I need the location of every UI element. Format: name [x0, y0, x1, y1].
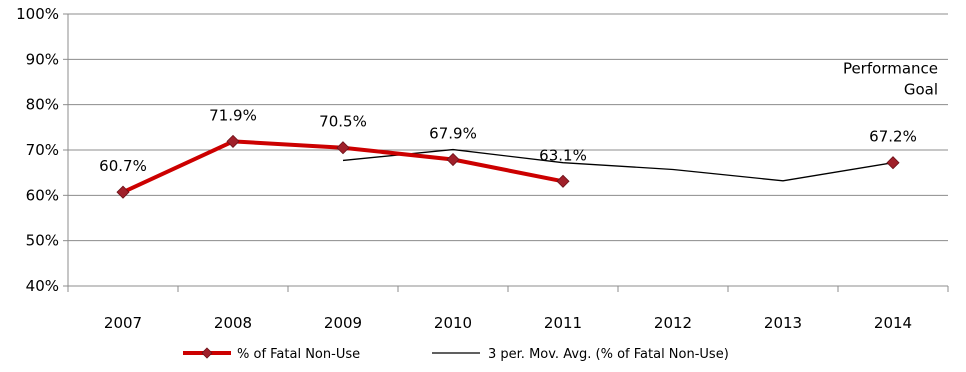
legend-label-fatal-non-use: % of Fatal Non-Use — [237, 347, 360, 362]
goal-annotation: Performance — [843, 60, 938, 78]
data-point-fatal-non-use — [556, 174, 570, 188]
y-tick-label: 40% — [26, 277, 59, 295]
x-tick-label: 2014 — [874, 314, 912, 332]
legend-marker-fatal-non-use — [201, 347, 213, 359]
x-tick-label: 2010 — [434, 314, 472, 332]
series-layer — [116, 134, 900, 199]
goal-point — [886, 156, 900, 170]
x-tick-label: 2007 — [104, 314, 142, 332]
series-line-moving-average — [342, 148, 894, 182]
data-point-fatal-non-use — [226, 134, 240, 148]
y-tick-label: 70% — [26, 141, 59, 159]
y-tick-label: 60% — [26, 186, 59, 204]
goal-annotation: Goal — [904, 81, 938, 99]
data-label: 67.9% — [429, 125, 477, 143]
data-point-fatal-non-use — [446, 152, 460, 167]
legend-label-moving-average: 3 per. Mov. Avg. (% of Fatal Non-Use) — [488, 347, 729, 362]
x-tick-label: 2012 — [654, 314, 692, 332]
x-tick-label: 2009 — [324, 314, 362, 332]
x-tick-label: 2013 — [764, 314, 802, 332]
data-point-fatal-non-use — [336, 141, 350, 155]
y-tick-label: 50% — [26, 232, 59, 250]
data-label: 70.5% — [319, 113, 367, 131]
data-label: 63.1% — [539, 146, 587, 164]
x-tick-label: 2008 — [214, 314, 252, 332]
data-label: 60.7% — [99, 157, 147, 175]
y-tick-label: 100% — [16, 5, 59, 23]
grid-layer — [68, 13, 948, 242]
data-point-fatal-non-use — [116, 185, 130, 199]
x-tick-label: 2011 — [544, 314, 582, 332]
y-tick-label: 80% — [26, 96, 59, 114]
axis-layer: 40% 50% 60% 70% 80% 90% 100% 2007 2008 2009 2010 20… — [16, 5, 949, 332]
goal-value-label: 67.2% — [869, 128, 917, 146]
label-layer: 60.7% 71.9% 70.5% 67.9% 63.1% 67.2% Performanc… — [99, 60, 938, 175]
legend: % of Fatal Non-Use 3 per. Mov. Avg. (% of… — [183, 347, 729, 362]
y-tick-label: 90% — [26, 50, 59, 68]
data-label: 71.9% — [209, 106, 257, 124]
